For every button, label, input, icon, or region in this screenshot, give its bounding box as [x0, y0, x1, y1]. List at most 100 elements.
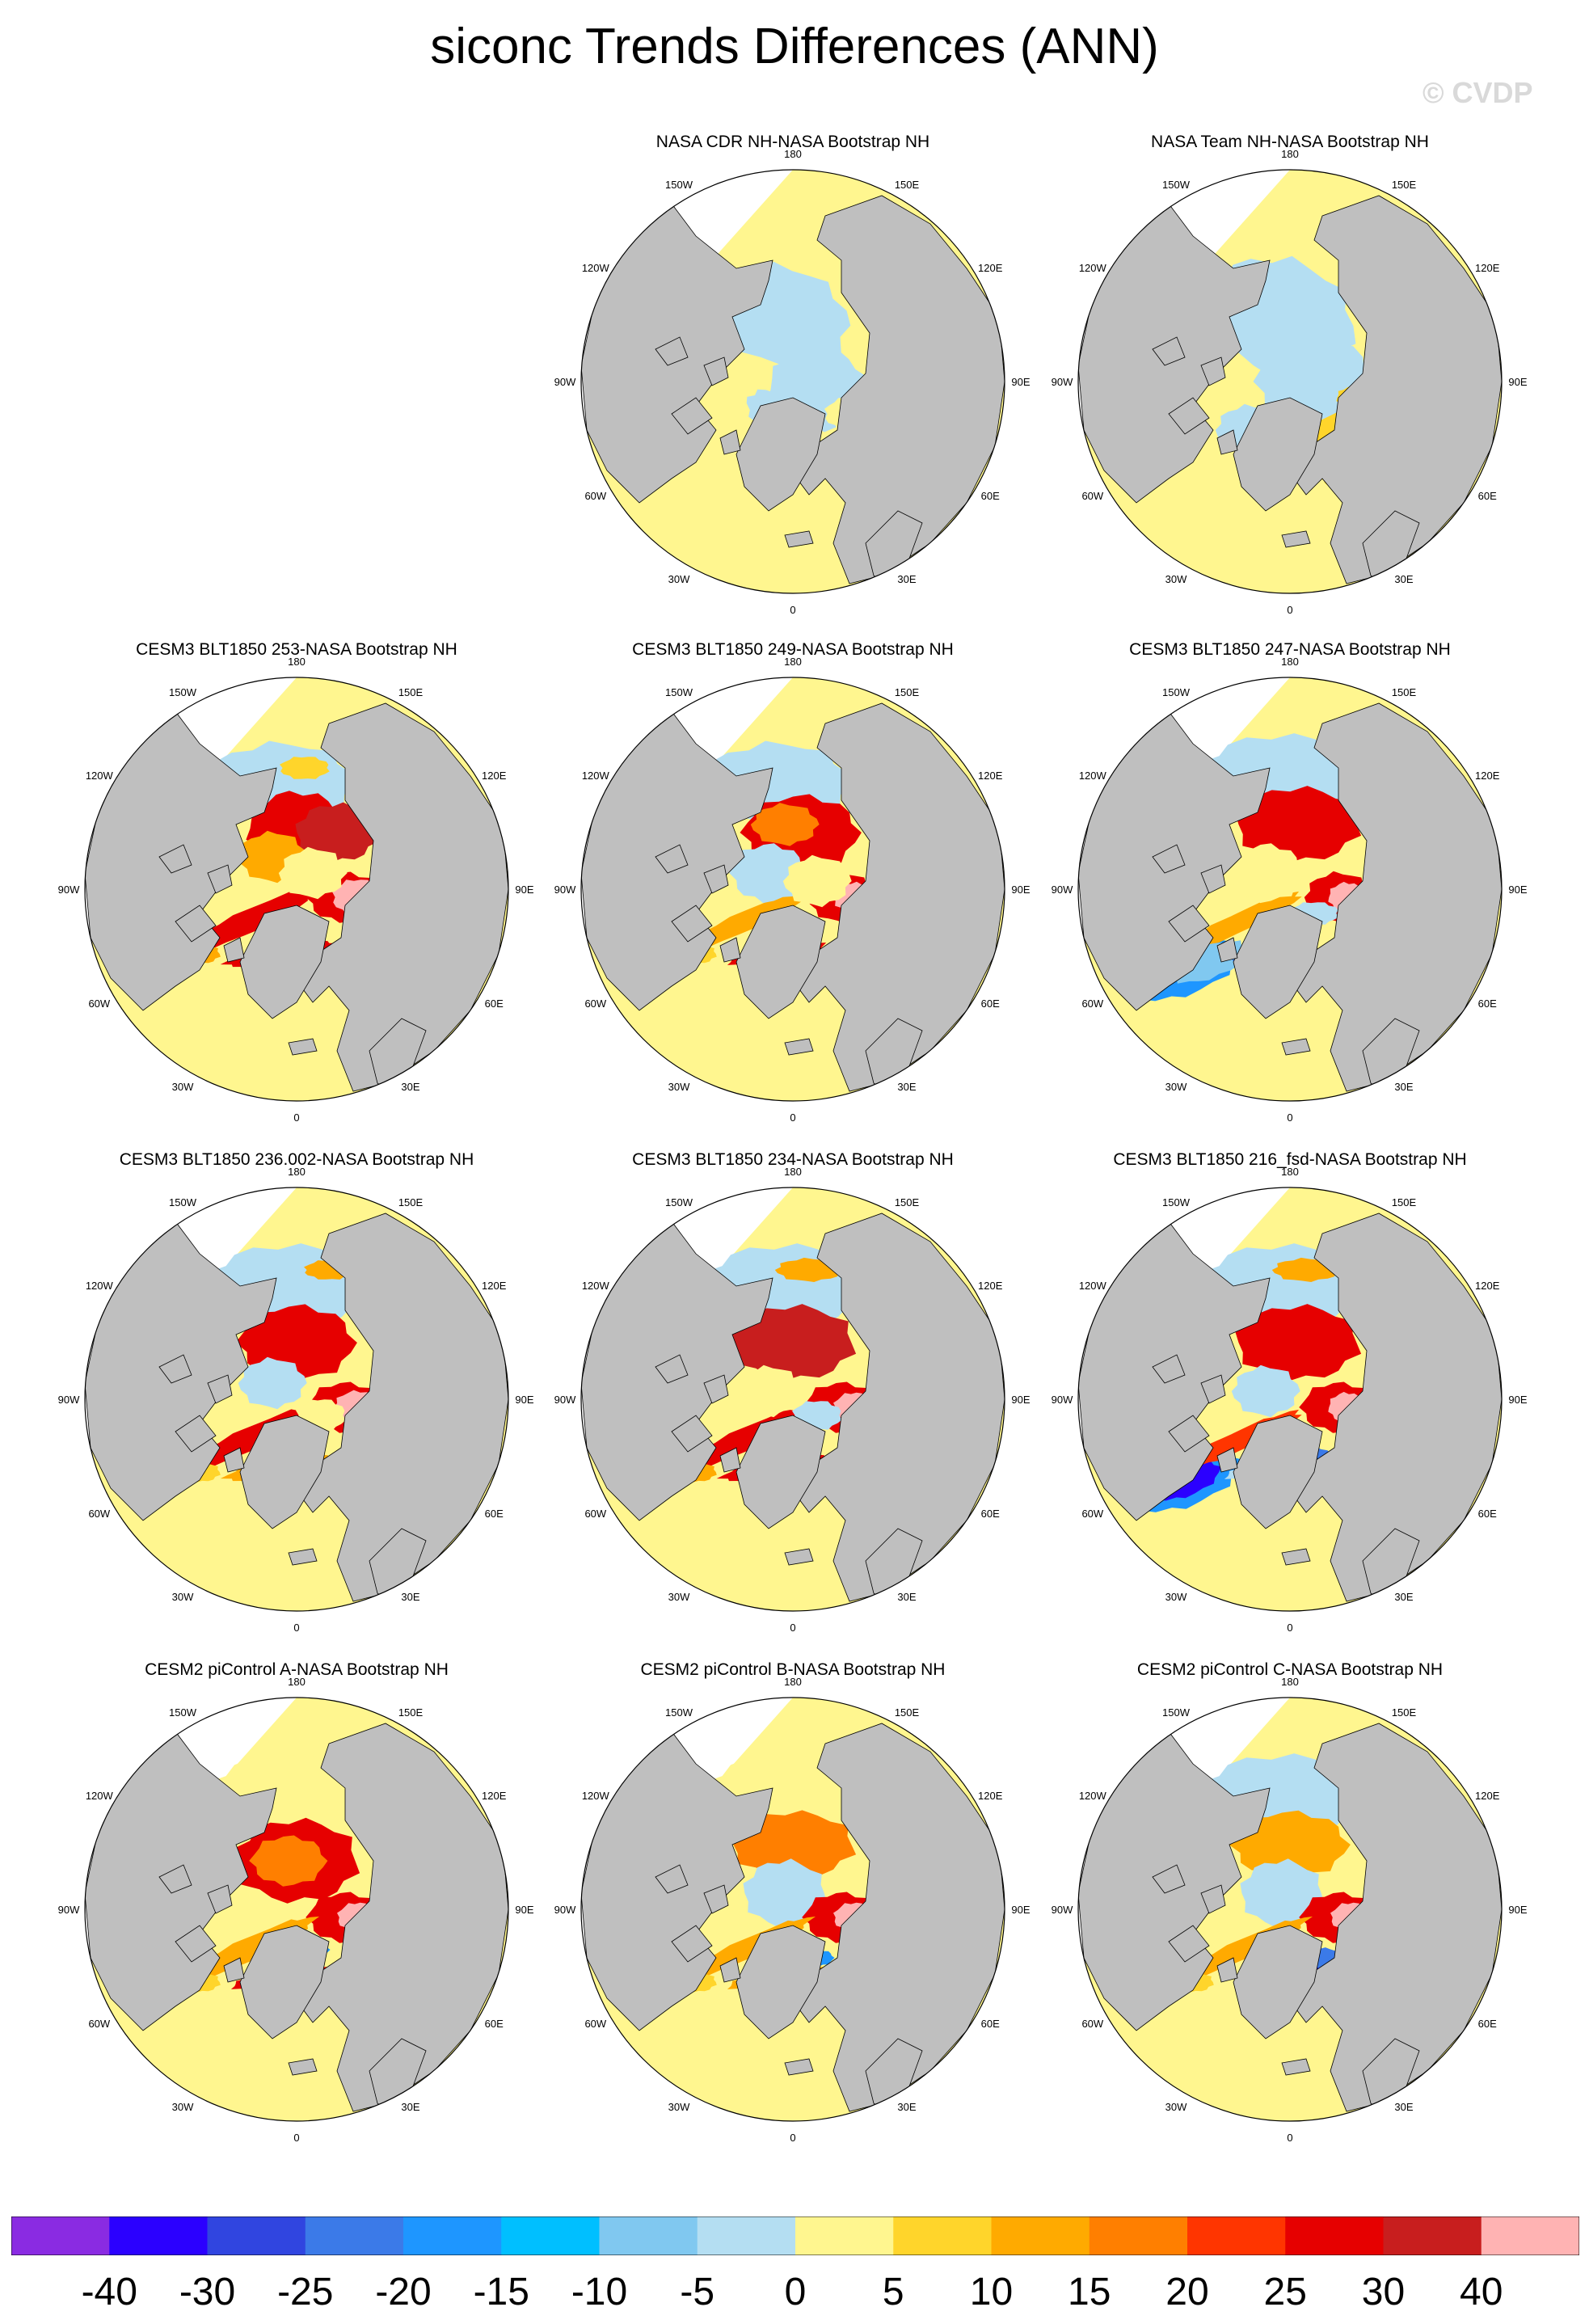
- longitude-label: 120W: [86, 1280, 114, 1292]
- longitude-label: 120E: [978, 262, 1003, 274]
- land-mass: [735, 905, 826, 1019]
- longitude-label: 60E: [485, 2018, 504, 2030]
- longitude-label: 0: [1287, 1622, 1292, 1634]
- trend-region: [1226, 843, 1305, 904]
- longitude-label: 90W: [1052, 1904, 1073, 1916]
- longitude-label: 120W: [86, 1790, 114, 1802]
- land-mass: [1281, 1548, 1311, 1566]
- land-mass: [784, 2058, 814, 2076]
- longitude-label: 0: [1287, 604, 1292, 616]
- land-mass: [288, 1548, 318, 1566]
- longitude-label: 30E: [897, 1081, 916, 1093]
- longitude-label: 30W: [172, 2101, 194, 2113]
- land-mass: [158, 1354, 192, 1384]
- land-mass: [1233, 905, 1323, 1019]
- longitude-label: 60W: [88, 2018, 110, 2030]
- colorbar-tick-label: 20: [1165, 2271, 1209, 2313]
- cvdp-watermark: © CVDP: [1423, 76, 1533, 109]
- longitude-label: 60E: [1478, 490, 1497, 502]
- trend-region: [278, 846, 348, 900]
- polar-map-panel: 180 150E 120E 90E 60E 30E 0 30W 60W 90W 120W 150W: [1052, 148, 1528, 616]
- map-boundary: [580, 1187, 1005, 1612]
- longitude-label: 180: [288, 656, 306, 668]
- land-mass: [1152, 1354, 1186, 1384]
- land-mass: [735, 1925, 826, 2039]
- map-boundary: [580, 1697, 1005, 2122]
- longitude-label: 150W: [1162, 1706, 1191, 1719]
- longitude-label: 180: [288, 1166, 306, 1178]
- longitude-label: 180: [288, 1676, 306, 1688]
- land-mass: [288, 1038, 318, 1056]
- longitude-label: 30W: [1165, 573, 1187, 585]
- longitude-label: 90E: [1011, 1394, 1030, 1406]
- longitude-label: 120W: [86, 770, 114, 782]
- longitude-label: 30E: [401, 2101, 419, 2113]
- trend-region: [750, 803, 820, 846]
- trend-region: [782, 854, 852, 908]
- land-mass: [1152, 844, 1186, 874]
- longitude-label: 180: [1281, 1166, 1299, 1178]
- longitude-label: 60E: [981, 490, 1000, 502]
- colorbar-swatch: [403, 2216, 502, 2255]
- colorbar-swatch: [11, 2216, 110, 2255]
- longitude-label: 60E: [1478, 1508, 1497, 1520]
- longitude-label: 150W: [169, 1196, 197, 1208]
- longitude-label: 30E: [897, 573, 916, 585]
- polar-map-panel: 180 150E 120E 90E 60E 30E 0 30W 60W 90W 120W 150W: [58, 1166, 534, 1634]
- longitude-label: 150W: [1162, 179, 1191, 191]
- map-boundary: [1077, 169, 1503, 594]
- land-mass: [671, 397, 713, 435]
- longitude-label: 150W: [1162, 686, 1191, 698]
- longitude-label: 30E: [1394, 2101, 1413, 2113]
- land-mass: [1233, 1415, 1323, 1529]
- longitude-label: 60E: [981, 998, 1000, 1010]
- colorbar: [11, 2216, 1579, 2255]
- land-mass: [655, 1354, 689, 1384]
- longitude-label: 90E: [1508, 1394, 1527, 1406]
- land-mass: [207, 864, 233, 894]
- land-mass: [655, 336, 689, 366]
- longitude-label: 90E: [515, 884, 533, 896]
- longitude-label: 120W: [1079, 1790, 1107, 1802]
- longitude-label: 60W: [88, 998, 110, 1010]
- trend-region: [249, 1835, 328, 1887]
- polar-map-panel: 180 150E 120E 90E 60E 30E 0 30W 60W 90W 120W 150W: [554, 1676, 1031, 2144]
- panel-title: CESM3 BLT1850 216_fsd-NASA Bootstrap NH: [1113, 1150, 1467, 1169]
- trend-region: [1235, 786, 1362, 863]
- colorbar-tick-label: -30: [179, 2271, 236, 2313]
- longitude-label: 120E: [482, 1790, 507, 1802]
- land-mass: [1233, 1925, 1323, 2039]
- map-boundary: [1077, 1187, 1503, 1612]
- longitude-label: 90E: [1508, 884, 1527, 896]
- longitude-label: 90E: [1011, 376, 1030, 388]
- land-mass: [1200, 864, 1226, 894]
- colorbar-tick-label: 5: [882, 2271, 904, 2313]
- land-mass: [784, 1038, 814, 1056]
- longitude-label: 120E: [1475, 1280, 1500, 1292]
- panel-title: CESM2 piControl C-NASA Bootstrap NH: [1136, 1660, 1444, 1679]
- land-mass: [175, 1415, 217, 1453]
- colorbar-swatch: [599, 2216, 698, 2255]
- longitude-label: 60E: [485, 998, 504, 1010]
- land-mass: [158, 844, 192, 874]
- land-mass: [1216, 937, 1238, 963]
- land-mass: [719, 937, 741, 963]
- land-mass: [719, 1447, 741, 1473]
- longitude-label: 120W: [1079, 262, 1107, 274]
- longitude-label: 90W: [1052, 1394, 1073, 1406]
- longitude-label: 120W: [582, 262, 610, 274]
- polar-map-panel: 180 150E 120E 90E 60E 30E 0 30W 60W 90W 120W 150W: [1052, 1676, 1528, 2144]
- land-mass: [784, 1548, 814, 1566]
- map-boundary: [84, 677, 509, 1102]
- longitude-label: 150E: [1392, 1706, 1417, 1719]
- land-mass: [735, 397, 826, 512]
- longitude-label: 150E: [895, 179, 920, 191]
- longitude-label: 30W: [668, 2101, 690, 2113]
- longitude-label: 60W: [584, 2018, 606, 2030]
- longitude-label: 60W: [1081, 2018, 1103, 2030]
- longitude-label: 90W: [58, 1904, 80, 1916]
- land-mass: [671, 1925, 713, 1963]
- longitude-label: 90W: [58, 1394, 80, 1406]
- land-mass: [1168, 397, 1210, 435]
- longitude-label: 150W: [665, 686, 693, 698]
